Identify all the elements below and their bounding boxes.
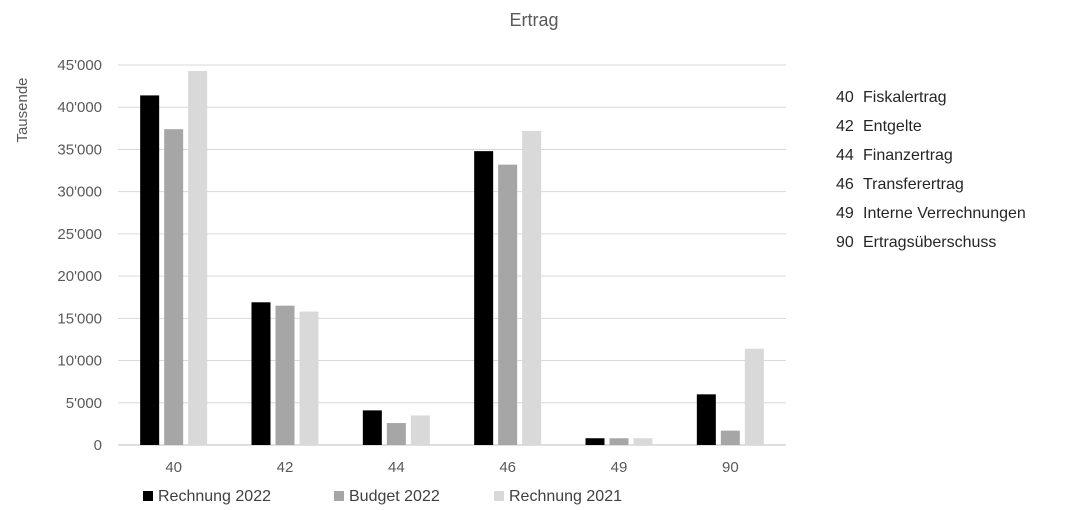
y-tick-label: 45'000 [57, 57, 102, 74]
y-tick-label: 0 [94, 437, 102, 454]
category-code: 40 [836, 89, 854, 106]
x-tick-labels: 40 42 44 46 49 90 [165, 459, 738, 476]
category-code: 49 [836, 205, 854, 222]
category-code: 46 [836, 176, 854, 193]
y-tick-label: 5'000 [66, 395, 102, 412]
x-tick-label: 46 [499, 459, 516, 476]
bar [362, 410, 382, 445]
bar [744, 348, 764, 445]
y-tick-label: 10'000 [57, 353, 102, 370]
category-legend-item: 46 Transferertrag [836, 170, 1026, 199]
x-tick-label: 44 [388, 459, 405, 476]
bar [498, 164, 518, 445]
gridlines [118, 64, 786, 446]
chart-title: Ertrag [509, 10, 558, 30]
bar [609, 438, 629, 445]
legend-swatch [143, 491, 153, 501]
category-label: Entgelte [863, 118, 922, 135]
bar [164, 129, 184, 445]
legend-label: Budget 2022 [349, 488, 440, 505]
category-legend-item: 90 Ertragsüberschuss [836, 228, 1026, 257]
bar [275, 305, 295, 445]
legend-swatch [334, 491, 344, 501]
series-legend: Rechnung 2022 Budget 2022 Rechnung 2021 [143, 488, 622, 505]
bar [299, 311, 319, 445]
legend-label: Rechnung 2021 [509, 488, 622, 505]
x-tick-label: 40 [165, 459, 182, 476]
y-tick-labels: 0 5'000 10'000 15'000 20'000 25'000 30'000 35'0… [57, 57, 102, 454]
bar [522, 130, 542, 445]
y-axis-label: Tausende [14, 77, 31, 142]
legend-label: Rechnung 2022 [158, 488, 271, 505]
bar [633, 438, 653, 445]
category-code: 42 [836, 118, 854, 135]
category-label: Transferertrag [863, 176, 964, 193]
bar [140, 95, 160, 446]
bar [720, 430, 740, 445]
category-label: Fiskalertrag [863, 89, 947, 106]
y-tick-label: 40'000 [57, 99, 102, 116]
y-tick-label: 30'000 [57, 184, 102, 201]
category-code: 44 [836, 147, 854, 164]
bars [140, 70, 764, 446]
category-legend-item: 49 Interne Verrechnungen [836, 199, 1026, 228]
y-tick-label: 25'000 [57, 226, 102, 243]
bar [696, 394, 716, 445]
x-tick-label: 42 [277, 459, 294, 476]
y-tick-label: 35'000 [57, 141, 102, 158]
category-legend-item: 42 Entgelte [836, 112, 1026, 141]
category-legend: 40 Fiskalertrag 42 Entgelte 44 Finanzertrag… [836, 83, 1026, 257]
x-tick-label: 90 [722, 459, 739, 476]
y-tick-label: 20'000 [57, 268, 102, 285]
bar [251, 302, 271, 445]
bar [188, 70, 208, 446]
bar [410, 415, 430, 445]
legend-swatch [494, 491, 504, 501]
x-tick-label: 49 [611, 459, 628, 476]
bar [386, 423, 406, 445]
category-code: 90 [836, 234, 854, 251]
bar [585, 438, 605, 445]
category-label: Interne Verrechnungen [863, 205, 1026, 222]
category-label: Ertragsüberschuss [863, 234, 997, 251]
category-label: Finanzertrag [863, 147, 953, 164]
category-legend-item: 40 Fiskalertrag [836, 83, 1026, 112]
y-tick-label: 15'000 [57, 310, 102, 327]
category-legend-item: 44 Finanzertrag [836, 141, 1026, 170]
bar [474, 151, 494, 445]
